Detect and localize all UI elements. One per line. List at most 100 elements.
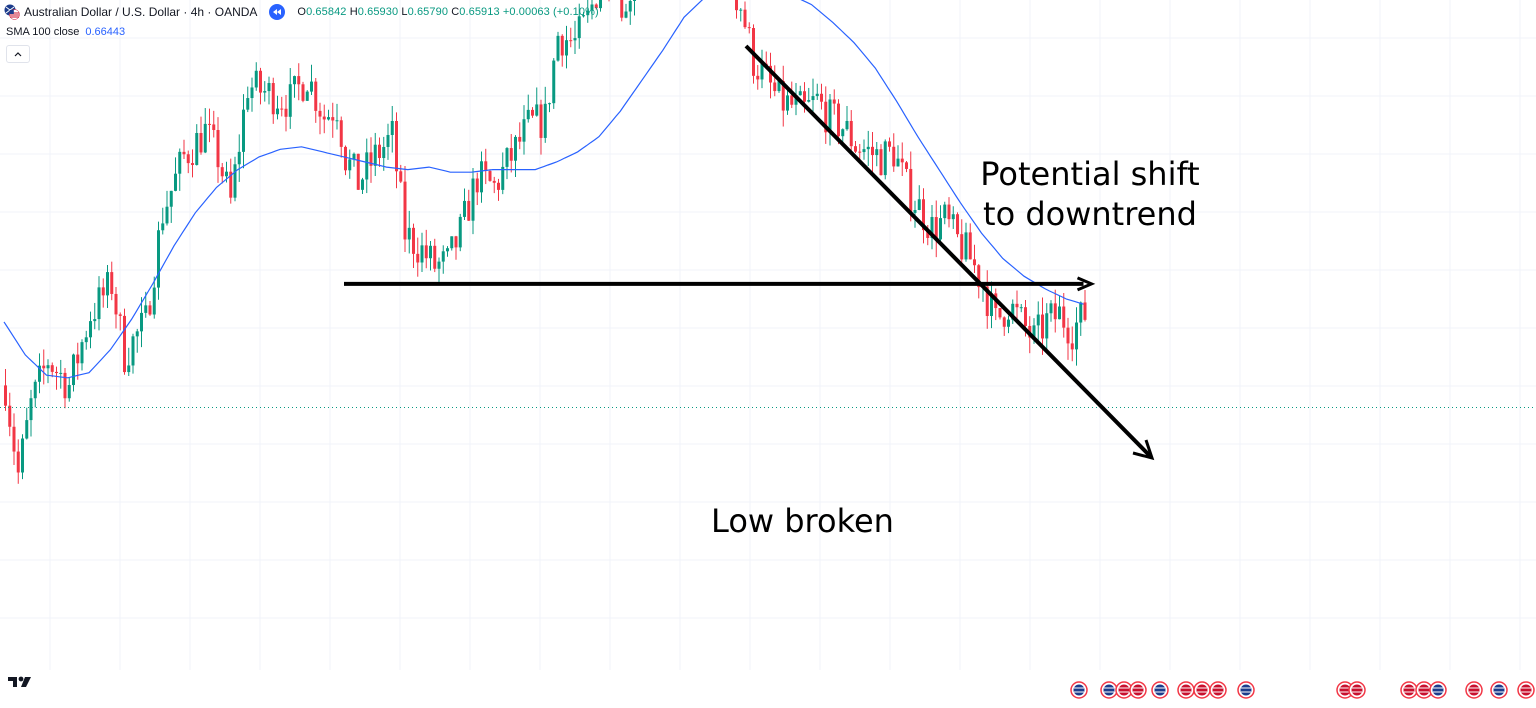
candle bbox=[565, 40, 568, 56]
candle bbox=[934, 217, 938, 240]
event-flag-fill bbox=[1118, 684, 1130, 696]
candle bbox=[594, 4, 598, 9]
event-flag-fill bbox=[1132, 684, 1144, 696]
candle bbox=[556, 35, 560, 61]
event-flag-fill bbox=[1240, 684, 1252, 696]
candle bbox=[535, 104, 539, 116]
event-flag-fill bbox=[1493, 684, 1505, 696]
aud-usd-flag-icon bbox=[4, 4, 20, 20]
candle bbox=[582, 15, 585, 17]
candle bbox=[327, 117, 330, 120]
ohlc-values: O0.65842 H0.65930 L0.65790 C0.65913 +0.0… bbox=[297, 6, 599, 18]
candle bbox=[837, 103, 840, 137]
candle bbox=[84, 337, 88, 343]
event-flag-stripes bbox=[1104, 687, 1114, 693]
candle bbox=[790, 95, 794, 105]
candle bbox=[624, 11, 628, 18]
candle bbox=[263, 91, 267, 93]
candle bbox=[569, 40, 573, 42]
candle bbox=[191, 163, 194, 165]
candle bbox=[297, 76, 301, 85]
collapse-legend-button[interactable] bbox=[6, 45, 30, 63]
candle bbox=[977, 265, 981, 288]
tradingview-logo-icon[interactable] bbox=[8, 674, 36, 690]
candle bbox=[135, 331, 139, 337]
candle bbox=[233, 164, 237, 198]
economic-events-row[interactable] bbox=[0, 681, 1536, 701]
downtrend-arrow-line bbox=[744, 44, 1152, 458]
event-flag-fill bbox=[1520, 684, 1532, 696]
candle bbox=[33, 381, 37, 399]
candle bbox=[284, 108, 288, 117]
candle bbox=[161, 223, 165, 231]
candle bbox=[437, 261, 441, 269]
candle bbox=[951, 214, 955, 220]
candle bbox=[973, 259, 976, 266]
candle bbox=[157, 230, 160, 288]
candle bbox=[195, 132, 199, 165]
candle bbox=[930, 217, 934, 238]
candle bbox=[773, 82, 777, 92]
candle bbox=[735, 0, 738, 11]
candle bbox=[854, 146, 857, 152]
candle bbox=[599, 0, 602, 9]
candle bbox=[828, 99, 832, 133]
event-flag-stripes bbox=[1181, 687, 1191, 693]
candle bbox=[883, 141, 887, 176]
candle bbox=[739, 9, 743, 11]
candle bbox=[403, 181, 407, 240]
candle bbox=[89, 321, 92, 338]
indicator-label: SMA 100 close bbox=[6, 26, 80, 38]
event-flag-fill bbox=[1339, 684, 1351, 696]
candle bbox=[335, 120, 339, 122]
candle bbox=[348, 159, 352, 171]
candle bbox=[926, 230, 930, 238]
candle bbox=[446, 248, 449, 252]
candle bbox=[985, 286, 989, 317]
candle bbox=[586, 10, 590, 16]
candle bbox=[1007, 319, 1010, 327]
rewind-icon[interactable] bbox=[269, 4, 286, 20]
candle bbox=[475, 178, 479, 193]
event-flag-fill bbox=[1073, 684, 1085, 696]
candle bbox=[59, 372, 63, 374]
candle bbox=[1075, 322, 1078, 350]
candle bbox=[956, 214, 959, 235]
candle bbox=[420, 245, 424, 263]
candle bbox=[505, 148, 509, 167]
event-flag-fill bbox=[1154, 684, 1166, 696]
candle bbox=[964, 232, 968, 260]
candle bbox=[509, 148, 513, 161]
candle bbox=[501, 166, 505, 190]
candle bbox=[807, 100, 811, 102]
candle bbox=[888, 141, 891, 147]
sma-indicator-legend[interactable]: SMA 100 close 0.66443 bbox=[6, 26, 125, 38]
annotation-downtrend-line2: to downtrend bbox=[983, 195, 1197, 233]
candle bbox=[518, 136, 522, 142]
candle bbox=[454, 236, 458, 248]
candle bbox=[416, 253, 420, 263]
candle bbox=[798, 91, 802, 96]
candle bbox=[152, 287, 156, 315]
candle bbox=[276, 108, 279, 115]
sma-100-line bbox=[3, 0, 1084, 379]
event-flag-stripes bbox=[1197, 687, 1207, 693]
candle bbox=[1062, 306, 1066, 328]
candle bbox=[824, 101, 828, 133]
candle bbox=[484, 161, 488, 172]
candle bbox=[25, 420, 29, 439]
symbol-title[interactable]: Australian Dollar / U.S. Dollar · 4h · O… bbox=[24, 5, 258, 19]
candle bbox=[246, 98, 250, 110]
candle bbox=[577, 16, 581, 39]
chart-grid bbox=[0, 0, 1536, 670]
candle bbox=[492, 180, 496, 183]
candle bbox=[560, 35, 564, 56]
candle bbox=[1019, 307, 1023, 309]
candle bbox=[892, 146, 896, 167]
candle bbox=[879, 149, 883, 176]
candle bbox=[80, 342, 84, 364]
candle bbox=[548, 103, 551, 105]
candle bbox=[866, 146, 870, 150]
candle bbox=[777, 80, 781, 92]
